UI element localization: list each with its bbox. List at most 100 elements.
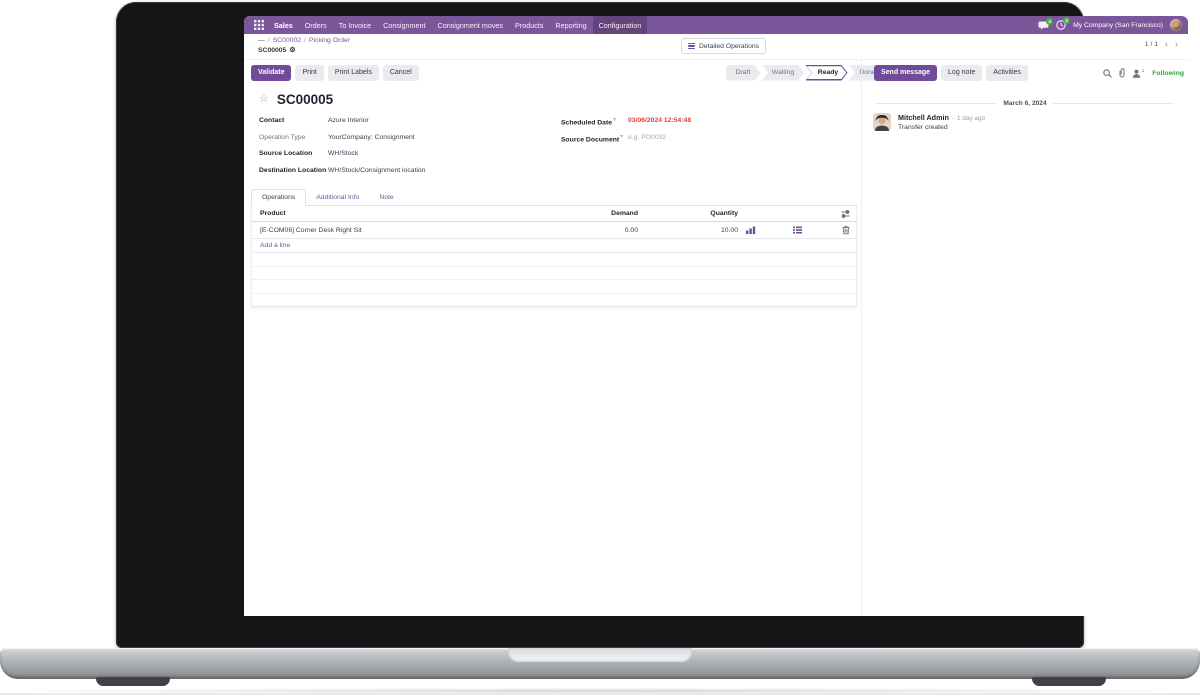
message-content: Mitchell Admin - 1 day ago Transfer crea… bbox=[898, 113, 985, 131]
message-separator: - bbox=[951, 115, 954, 122]
status-step-ready-label: Ready bbox=[817, 69, 839, 77]
breadcrumb-collapsed[interactable]: — bbox=[258, 37, 265, 44]
date-divider: March 6, 2024 bbox=[876, 100, 1175, 107]
nav-item-consignment-moves[interactable]: Consignment moves bbox=[437, 20, 504, 30]
optional-columns-icon[interactable] bbox=[841, 209, 850, 218]
column-demand[interactable]: Demand bbox=[611, 210, 638, 217]
validate-button[interactable]: Validate bbox=[251, 65, 292, 81]
followers-icon[interactable]: 1 bbox=[1132, 69, 1144, 78]
status-step-waiting[interactable]: Waiting bbox=[762, 65, 804, 81]
attachments-icon[interactable] bbox=[1118, 68, 1126, 78]
demand-cell[interactable]: 0.00 bbox=[624, 226, 638, 234]
nav-app-sales[interactable]: Sales bbox=[274, 20, 293, 30]
scheduled-date-field[interactable]: 03/06/2024 12:54:48 bbox=[628, 117, 692, 124]
nav-item-configuration[interactable]: Configuration bbox=[592, 16, 648, 34]
table-header: Product Demand Quantity bbox=[252, 206, 856, 222]
company-name[interactable]: My Company (San Francisco) bbox=[1073, 21, 1163, 29]
favorite-star-icon[interactable]: ☆ bbox=[259, 93, 269, 105]
search-messages-icon[interactable] bbox=[1102, 68, 1112, 78]
nav-item-orders[interactable]: Orders bbox=[304, 20, 327, 30]
form-fields-left: Contact Azure Interior Operation Type Yo… bbox=[259, 117, 425, 183]
activities-button[interactable]: Activities bbox=[986, 65, 1028, 81]
desk-edge bbox=[0, 693, 1200, 695]
source-document-field[interactable]: e.g. PO0032 bbox=[628, 133, 667, 141]
apps-grid-icon[interactable] bbox=[250, 16, 268, 34]
chatter-topbar-icons: 1 Following bbox=[1102, 68, 1184, 78]
column-product[interactable]: Product bbox=[260, 210, 286, 217]
empty-table-row bbox=[252, 253, 856, 267]
ground-shadow bbox=[6, 688, 1194, 694]
empty-table-row bbox=[252, 280, 856, 294]
record-breadcrumb: SC00005 ⚙ bbox=[258, 47, 296, 54]
status-step-ready[interactable]: Ready bbox=[806, 65, 848, 81]
following-button[interactable]: Following bbox=[1152, 69, 1184, 77]
message-timestamp: 1 day ago bbox=[957, 115, 986, 122]
gear-icon[interactable]: ⚙ bbox=[289, 47, 296, 54]
operation-type-label: Operation Type bbox=[259, 133, 306, 141]
log-note-button[interactable]: Log note bbox=[941, 65, 983, 81]
activities-count-badge: 2 bbox=[1063, 17, 1071, 24]
avatar[interactable] bbox=[873, 113, 891, 131]
forecast-chart-icon[interactable] bbox=[746, 226, 756, 234]
product-cell[interactable]: [E-COM06] Corner Desk Right Sit bbox=[260, 226, 362, 234]
quantity-cell[interactable]: 10.00 bbox=[720, 226, 738, 234]
breadcrumb-separator: / bbox=[267, 37, 270, 44]
messages-menu[interactable]: 4 bbox=[1038, 17, 1054, 30]
nav-item-products[interactable]: Products bbox=[515, 20, 544, 30]
message-body: Transfer created bbox=[898, 124, 948, 131]
date-divider-label: March 6, 2024 bbox=[1003, 100, 1047, 107]
message-author[interactable]: Mitchell Admin bbox=[898, 113, 949, 122]
detailed-operations-row-icon[interactable] bbox=[793, 226, 802, 234]
status-step-ready-inner: Ready bbox=[807, 66, 846, 79]
chatter-buttons: Send message Log note Activities bbox=[874, 65, 1028, 81]
source-document-label: Source Document? bbox=[561, 133, 623, 143]
breadcrumb: — / SC00002 / Picking Order bbox=[258, 37, 350, 44]
source-location-field[interactable]: WH/Stock bbox=[328, 150, 359, 157]
notebook-tabs: Operations Additional Info Note bbox=[251, 188, 857, 206]
nav-right-section: 4 2 My Company (San Francisco) bbox=[1038, 17, 1182, 31]
record-pager: 1 / 1 ‹ › bbox=[1145, 40, 1178, 49]
pager-previous-icon[interactable]: ‹ bbox=[1165, 39, 1168, 49]
activities-menu[interactable]: 2 bbox=[1056, 17, 1071, 30]
contact-field[interactable]: Azure Interior bbox=[328, 117, 369, 124]
user-avatar[interactable] bbox=[1170, 19, 1182, 31]
destination-location-field[interactable]: WH/Stock/Consignment location bbox=[328, 166, 426, 174]
breadcrumb-link-picking-order[interactable]: Picking Order bbox=[308, 37, 351, 44]
empty-table-row bbox=[252, 267, 856, 280]
laptop-foot-right bbox=[1032, 677, 1106, 686]
source-location-label: Source Location bbox=[259, 150, 313, 157]
pager-next-icon[interactable]: › bbox=[1175, 39, 1178, 49]
add-a-line-row: Add a line bbox=[252, 239, 856, 253]
print-button[interactable]: Print bbox=[295, 65, 324, 81]
operation-type-field[interactable]: YourCompany: Consignment bbox=[328, 133, 415, 141]
table-row[interactable]: [E-COM06] Corner Desk Right Sit 0.00 10.… bbox=[252, 222, 856, 239]
tab-additional-info[interactable]: Additional Info bbox=[316, 193, 360, 201]
nav-item-consignment[interactable]: Consignment bbox=[383, 20, 426, 30]
tab-note[interactable]: Note bbox=[379, 193, 394, 201]
status-step-draft[interactable]: Draft bbox=[726, 65, 761, 81]
messages-count-badge: 4 bbox=[1046, 17, 1054, 25]
scheduled-date-label: Scheduled Date? bbox=[561, 117, 616, 127]
column-quantity[interactable]: Quantity bbox=[710, 210, 738, 217]
detailed-operations-button[interactable]: Detailed Operations bbox=[681, 38, 767, 54]
clock-icon bbox=[1056, 20, 1066, 30]
send-message-button[interactable]: Send message bbox=[874, 65, 938, 81]
add-a-line-link[interactable]: Add a line bbox=[260, 242, 291, 249]
chatter-message: Mitchell Admin - 1 day ago Transfer crea… bbox=[873, 113, 985, 131]
operations-table: Product Demand Quantity bbox=[251, 206, 857, 307]
apps-grid-icon bbox=[254, 20, 264, 30]
print-labels-button[interactable]: Print Labels bbox=[327, 65, 379, 81]
status-step-done[interactable]: Done bbox=[849, 65, 882, 81]
cancel-button[interactable]: Cancel bbox=[382, 65, 419, 81]
delete-row-icon[interactable] bbox=[842, 225, 850, 235]
nav-item-to-invoice[interactable]: To Invoice bbox=[338, 20, 372, 30]
chatter-panel: Send message Log note Activities bbox=[861, 60, 1188, 616]
laptop-foot-left bbox=[96, 677, 170, 686]
breadcrumb-link-sc00002[interactable]: SC00002 bbox=[272, 37, 302, 44]
nav-item-reporting[interactable]: Reporting bbox=[555, 20, 587, 30]
tab-operations[interactable]: Operations bbox=[251, 188, 307, 206]
record-title-row: ☆ SC00005 bbox=[259, 92, 333, 107]
empty-table-row bbox=[252, 294, 856, 307]
detailed-operations-label: Detailed Operations bbox=[699, 42, 760, 50]
